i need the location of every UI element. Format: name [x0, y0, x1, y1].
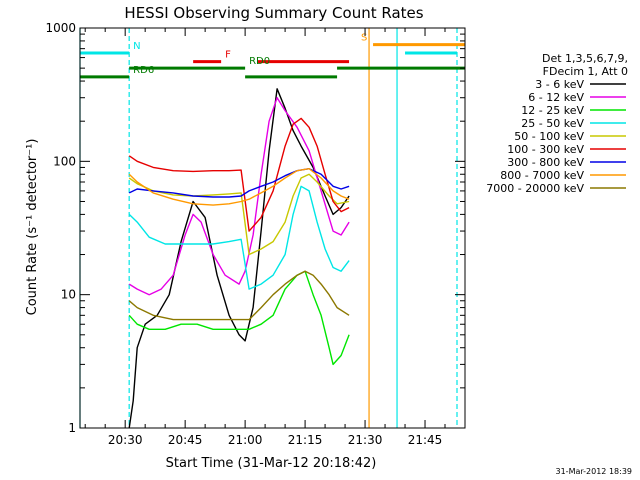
series-100-300-kev [128, 117, 350, 232]
y-axis-title: Count Rate (s⁻¹ detector⁻¹) [25, 139, 40, 316]
y-tick-label-1000: 1000 [45, 21, 76, 35]
legend-label-800-7000-kev: 800 - 7000 keV [500, 169, 584, 182]
series-12-25-kev [128, 270, 350, 366]
series-3-6-kev [128, 88, 350, 429]
legend-label-25-50-kev: 25 - 50 keV [521, 117, 584, 130]
legend-header-1: FDecim 1, Att 0 [543, 65, 628, 78]
legend-label-12-25-kev: 12 - 25 keV [521, 104, 584, 117]
flag-s-label: S [361, 33, 367, 44]
x-tick-label-20-45: 20:45 [168, 433, 203, 447]
flag-rd6-label: RD6 [133, 65, 154, 76]
y-tick-label-10: 10 [61, 288, 76, 302]
timestamp: 31-Mar-2012 18:39 [556, 467, 633, 476]
legend-label-50-100-kev: 50 - 100 keV [514, 130, 584, 143]
observing-flags: N F S RD0 RD6 [80, 33, 465, 79]
axes: 20:30 20:45 21:00 21:15 21:30 21:45 1 10 100 1000 [45, 21, 466, 447]
series-6-12-kev [128, 96, 350, 296]
legend: Det 1,3,5,6,7,9,FDecim 1, Att 03 - 6 keV… [486, 52, 628, 195]
legend-label-300-800-kev: 300 - 800 keV [507, 156, 584, 169]
x-tick-label-21-15: 21:15 [288, 433, 323, 447]
y-tick-label-100: 100 [53, 154, 76, 168]
legend-header-0: Det 1,3,5,6,7,9, [542, 52, 628, 65]
x-tick-label-21-45: 21:45 [408, 433, 443, 447]
x-axis-title: Start Time (31-Mar-12 20:18:42) [166, 456, 377, 471]
legend-label-6-12-kev: 6 - 12 keV [528, 91, 584, 104]
legend-label-100-300-kev: 100 - 300 keV [507, 143, 584, 156]
vertical-markers [79, 28, 458, 428]
series-50-100-kev [128, 173, 350, 256]
series-300-800-kev [128, 167, 350, 198]
series-lines [128, 88, 350, 429]
legend-label-7000-20000-kev: 7000 - 20000 keV [486, 182, 584, 195]
x-tick-label-21-30: 21:30 [348, 433, 383, 447]
x-tick-label-20-30: 20:30 [108, 433, 143, 447]
flag-n-label: N [133, 41, 140, 52]
plot-frame [79, 27, 466, 429]
series-800-7000-kev [128, 167, 350, 206]
series-7000-20000-kev [128, 270, 350, 321]
chart-title: HESSI Observing Summary Count Rates [124, 4, 423, 22]
series-25-50-kev [128, 185, 350, 290]
y-tick-label-1: 1 [68, 421, 76, 435]
flag-rd0-label: RD0 [249, 56, 270, 67]
x-tick-label-21-00: 21:00 [228, 433, 263, 447]
legend-label-3-6-kev: 3 - 6 keV [535, 78, 584, 91]
flag-f-label: F [225, 50, 231, 61]
